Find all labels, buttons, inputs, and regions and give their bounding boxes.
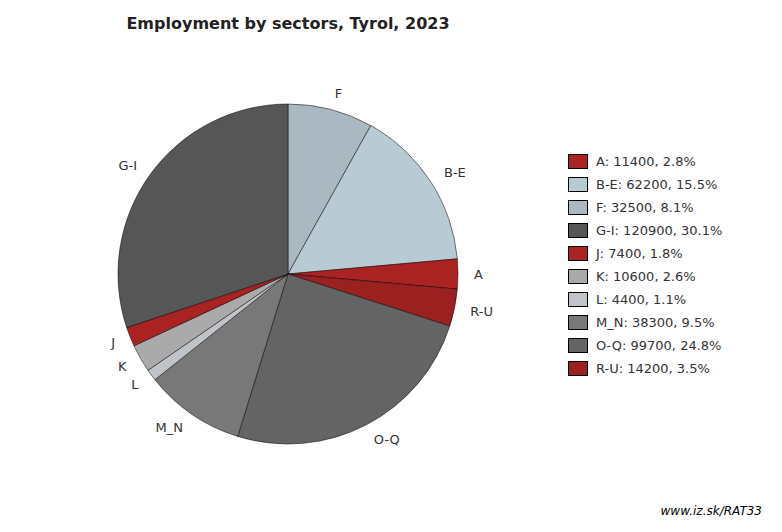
html-text:B-E: 62200, 15.5%: B-E: 62200, 15.5% bbox=[596, 177, 718, 192]
svg-text:O-Q: O-Q bbox=[374, 432, 400, 447]
html-text:F: 32500, 8.1%: F: 32500, 8.1% bbox=[596, 200, 694, 215]
svg-text:K: K bbox=[118, 359, 127, 374]
svg-text:R-U: R-U bbox=[470, 304, 493, 319]
html-text:A: 11400, 2.8%: A: 11400, 2.8% bbox=[596, 154, 696, 169]
html-text:J: 7400, 1.8%: J: 7400, 1.8% bbox=[596, 246, 683, 261]
html-text:L: 4400, 1.1%: L: 4400, 1.1% bbox=[596, 292, 687, 307]
svg-text:L: L bbox=[131, 377, 139, 392]
html-text:G-I: 120900, 30.1%: G-I: 120900, 30.1% bbox=[596, 223, 723, 238]
svg-text:G-I: G-I bbox=[119, 158, 138, 173]
html-text:K: 10600, 2.6%: K: 10600, 2.6% bbox=[596, 269, 696, 284]
html-text:M_N: 38300, 9.5%: M_N: 38300, 9.5% bbox=[596, 315, 715, 330]
svg-text:J: J bbox=[110, 335, 115, 350]
svg-text:M_N: M_N bbox=[156, 420, 183, 435]
html-text:www.iz.sk/RAT33: www.iz.sk/RAT33 bbox=[660, 504, 762, 518]
html-text:Employment by sectors, Tyrol,: Employment by sectors, Tyrol, 2023 bbox=[126, 14, 450, 33]
html-text:O-Q: 99700, 24.8%: O-Q: 99700, 24.8% bbox=[596, 338, 722, 353]
svg-text:F: F bbox=[335, 86, 342, 101]
svg-text:B-E: B-E bbox=[444, 165, 466, 180]
html-text:R-U: 14200, 3.5%: R-U: 14200, 3.5% bbox=[596, 361, 710, 376]
svg-text:A: A bbox=[474, 267, 483, 282]
